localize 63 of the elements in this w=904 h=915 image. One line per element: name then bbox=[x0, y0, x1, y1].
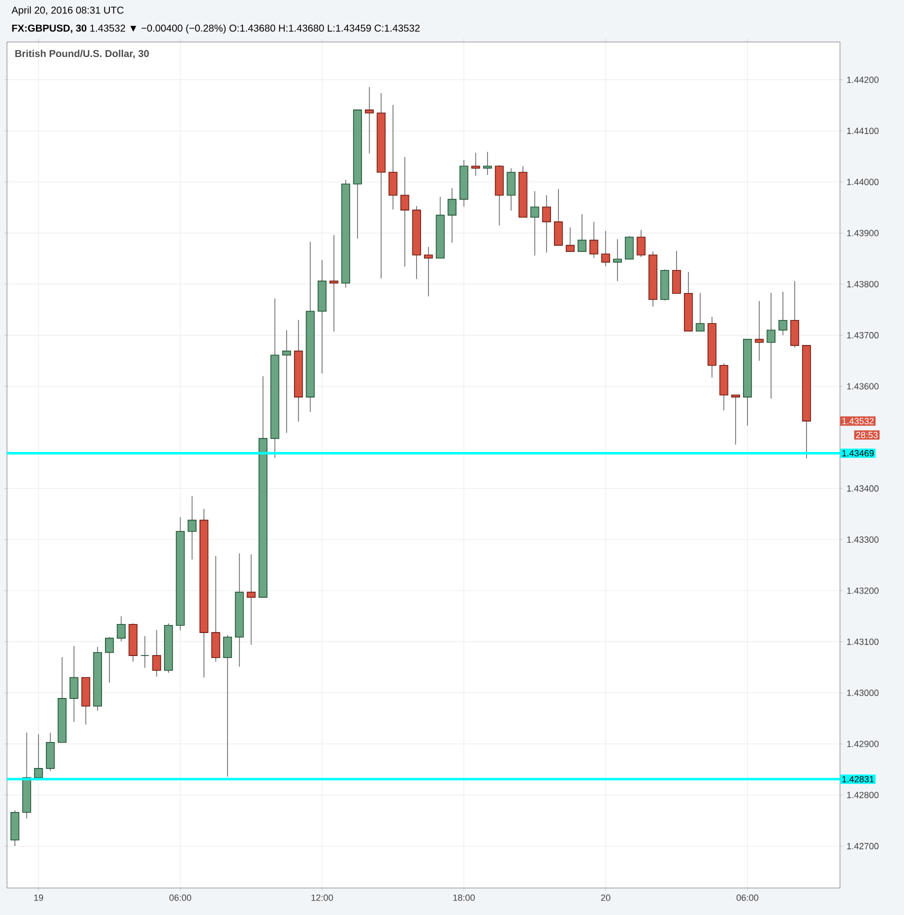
candlestick bbox=[566, 227, 575, 252]
ref-line-label: 1.43469 bbox=[842, 450, 874, 456]
candlestick bbox=[483, 151, 492, 176]
candlestick bbox=[116, 616, 126, 642]
candlestick bbox=[34, 734, 43, 778]
y-tick-label: 1.43300 bbox=[847, 536, 879, 543]
y-tick-label: 1.44000 bbox=[847, 178, 879, 186]
candlestick bbox=[613, 238, 622, 282]
chart-subtitle: April 20, 2016 08:31 UTC bbox=[12, 6, 124, 16]
text: 28:53 bbox=[856, 432, 878, 438]
y-tick-label: 1.43200 bbox=[847, 587, 879, 594]
y-tick-label: 1.42700 bbox=[847, 842, 879, 850]
y-tick-label: 1.43700 bbox=[847, 332, 879, 338]
candlestick bbox=[188, 496, 197, 560]
x-tick-label: 06:00 bbox=[169, 894, 192, 901]
candlestick bbox=[624, 236, 634, 260]
candlestick bbox=[554, 188, 563, 246]
candlestick bbox=[329, 234, 338, 332]
candlestick bbox=[542, 194, 551, 253]
y-tick-label: 1.42800 bbox=[847, 792, 879, 798]
candlestick bbox=[506, 168, 516, 211]
candlestick bbox=[104, 636, 114, 684]
candlestick bbox=[578, 214, 586, 252]
y-tick-label: 1.43400 bbox=[847, 485, 879, 492]
candlestick bbox=[388, 104, 398, 210]
candlestick bbox=[223, 634, 232, 778]
candlestick bbox=[636, 230, 646, 258]
y-tick-label: 1.43100 bbox=[847, 638, 879, 645]
candlestick bbox=[589, 221, 598, 258]
y-tick-label: 1.43600 bbox=[847, 383, 879, 390]
candlestick bbox=[140, 636, 150, 668]
candlestick bbox=[601, 230, 610, 267]
candlestick bbox=[152, 630, 162, 677]
x-tick-label: 06:00 bbox=[736, 894, 758, 901]
candlestick bbox=[70, 645, 78, 722]
x-tick-label: 18:00 bbox=[453, 894, 475, 901]
candlestick bbox=[731, 394, 740, 445]
y-tick-label: 1.44200 bbox=[847, 76, 879, 83]
y-tick-label: 1.42900 bbox=[847, 740, 879, 748]
x-tick-label: 20 bbox=[601, 894, 610, 901]
candlestick bbox=[282, 330, 292, 434]
candlestick bbox=[471, 152, 480, 176]
text: 1.43532 bbox=[842, 418, 874, 424]
candlestick bbox=[696, 292, 705, 332]
candlestick bbox=[364, 86, 374, 154]
candlestick bbox=[424, 246, 433, 297]
candlestick bbox=[766, 292, 776, 399]
x-tick-label: 12:00 bbox=[312, 894, 333, 901]
y-tick-label: 1.43000 bbox=[847, 690, 879, 696]
candlestick bbox=[448, 188, 456, 244]
x-tick-label: 19 bbox=[34, 894, 44, 901]
candlestick bbox=[246, 554, 256, 646]
annotation: British Pound/U.S. Dollar, 30 bbox=[15, 50, 149, 59]
candlestick bbox=[400, 156, 410, 268]
y-tick-label: 1.44100 bbox=[847, 128, 879, 134]
candlestick bbox=[530, 190, 540, 256]
ref-line-label: 1.42831 bbox=[842, 776, 874, 782]
y-tick-label: 1.43900 bbox=[847, 230, 879, 236]
candlestick bbox=[754, 300, 764, 362]
y-tick-label: 1.43800 bbox=[847, 280, 879, 288]
candlestick bbox=[778, 291, 788, 336]
chart-title: FX:GBPUSD, 30 1.43532 ▼ −0.00400 (−0.28%) O:1.43680 H:1.43680 L:1.43459 C:1.43532 bbox=[12, 24, 420, 34]
candlestick bbox=[672, 250, 681, 294]
